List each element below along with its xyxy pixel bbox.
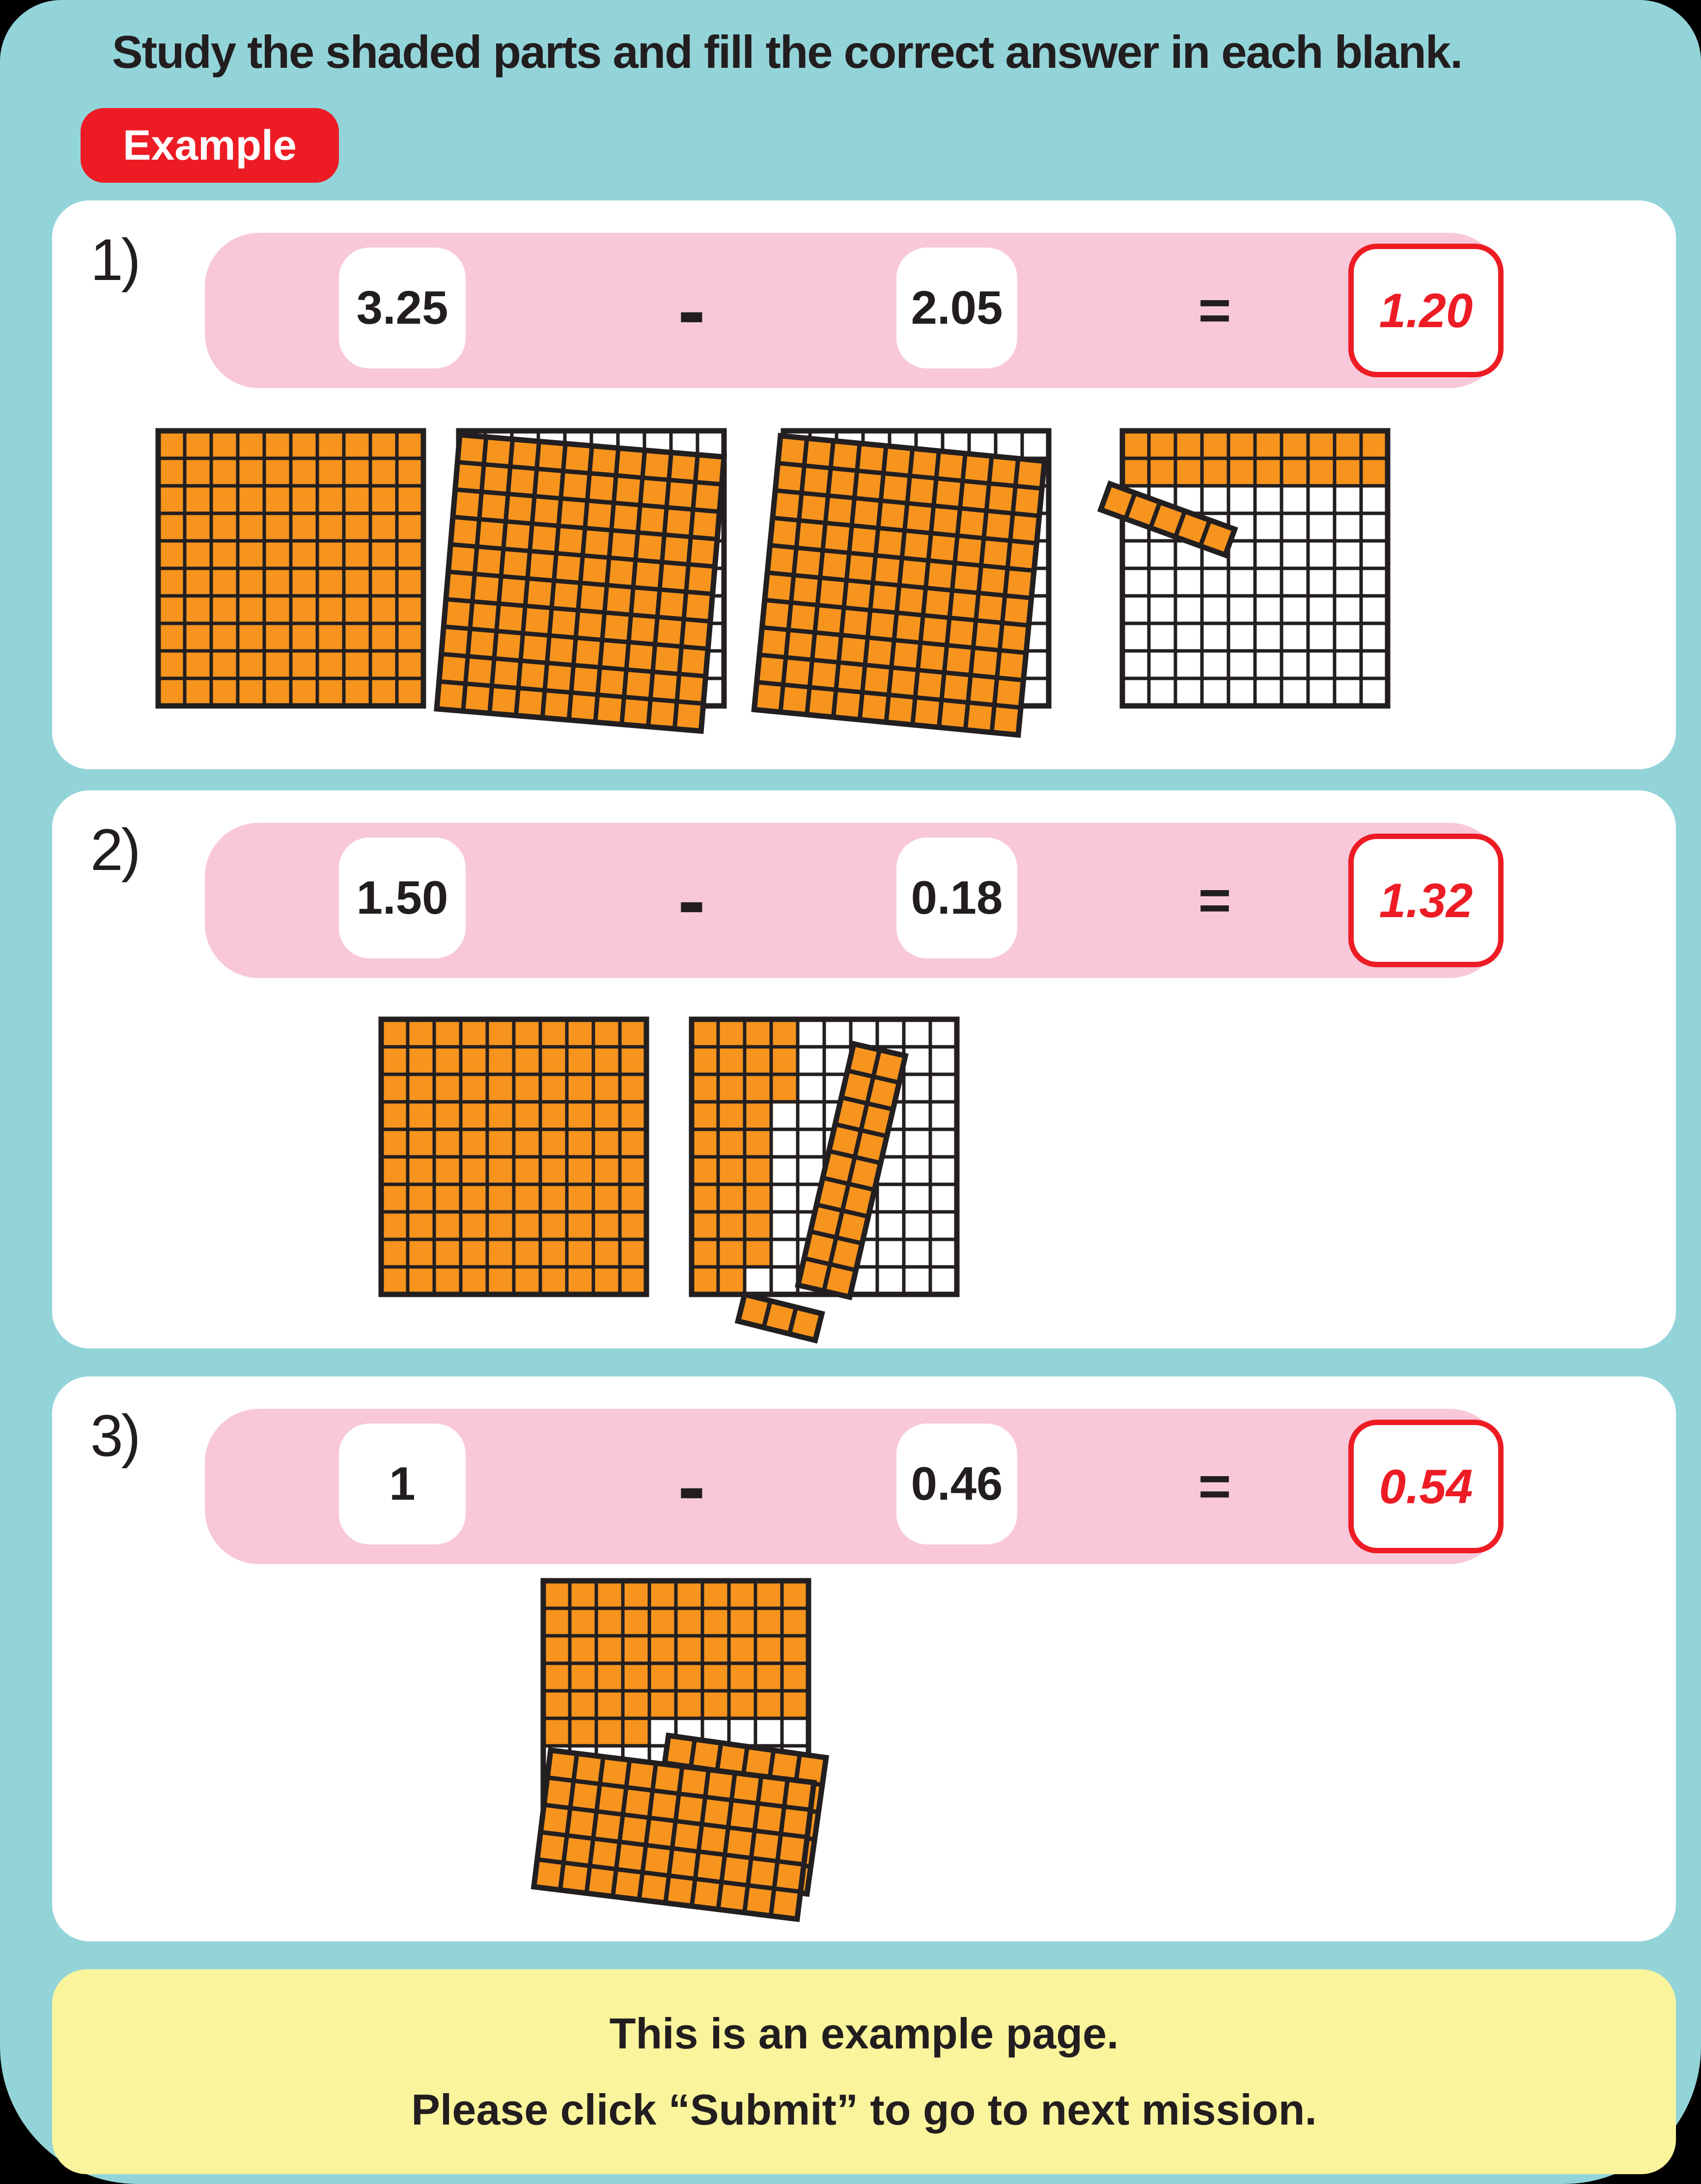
subtrahend-box: 0.18 bbox=[896, 838, 1017, 958]
minuend-box: 1.50 bbox=[339, 838, 466, 958]
hundred-grid bbox=[155, 428, 426, 709]
problem-number: 3) bbox=[90, 1403, 141, 1469]
minus-sign: - bbox=[677, 264, 706, 357]
example-note-banner: This is an example page. Please click “S… bbox=[52, 1969, 1676, 2174]
answer-input[interactable]: 1.20 bbox=[1348, 244, 1504, 377]
problem-number: 2) bbox=[90, 817, 141, 883]
minuend-box: 3.25 bbox=[339, 248, 466, 368]
tilted-shaded-piece bbox=[1097, 480, 1238, 559]
equation-bar: 1.50 - 0.18 = 1.32 bbox=[205, 823, 1504, 978]
equals-sign: = bbox=[1198, 1455, 1231, 1518]
hundred-grid bbox=[378, 1016, 649, 1297]
note-line-1: This is an example page. bbox=[609, 2009, 1119, 2058]
minuend-box: 1 bbox=[339, 1424, 466, 1544]
minus-sign: - bbox=[677, 1440, 706, 1533]
tilted-shaded-piece bbox=[795, 1040, 909, 1300]
problem-number: 1) bbox=[90, 227, 141, 293]
answer-input[interactable]: 0.54 bbox=[1348, 1420, 1504, 1553]
hundred-grid bbox=[434, 428, 727, 734]
grid-visuals bbox=[155, 428, 1391, 738]
page-title: Study the shaded parts and fill the corr… bbox=[112, 26, 1463, 78]
problem-card-1: 1) 3.25 - 2.05 = 1.20 bbox=[52, 200, 1676, 769]
hundred-grid bbox=[530, 1578, 830, 1922]
note-line-2: Please click “Submit” to go to next miss… bbox=[411, 2085, 1317, 2134]
answer-input[interactable]: 1.32 bbox=[1348, 834, 1504, 967]
minus-sign: - bbox=[677, 854, 706, 947]
tilted-shaded-piece bbox=[734, 1291, 825, 1344]
example-badge: Example bbox=[81, 108, 339, 183]
problem-card-2: 2) 1.50 - 0.18 = 1.32 bbox=[52, 790, 1676, 1348]
subtrahend-box: 2.05 bbox=[896, 248, 1017, 368]
tilted-shaded-piece bbox=[434, 432, 727, 734]
grid-visuals bbox=[378, 1016, 960, 1344]
subtrahend-box: 0.46 bbox=[896, 1424, 1017, 1544]
equation-bar: 1 - 0.46 = 0.54 bbox=[205, 1409, 1504, 1564]
hundred-grid bbox=[1097, 428, 1391, 709]
grid-visuals bbox=[530, 1578, 830, 1922]
problem-card-3: 3) 1 - 0.46 = 0.54 bbox=[52, 1376, 1676, 1941]
equation-bar: 3.25 - 2.05 = 1.20 bbox=[205, 233, 1504, 388]
tilted-shaded-piece bbox=[751, 432, 1048, 738]
tilted-shaded-piece bbox=[530, 1747, 817, 1922]
equals-sign: = bbox=[1198, 869, 1231, 932]
hundred-grid bbox=[751, 428, 1052, 738]
equals-sign: = bbox=[1198, 279, 1231, 342]
hundred-grid bbox=[689, 1016, 960, 1344]
